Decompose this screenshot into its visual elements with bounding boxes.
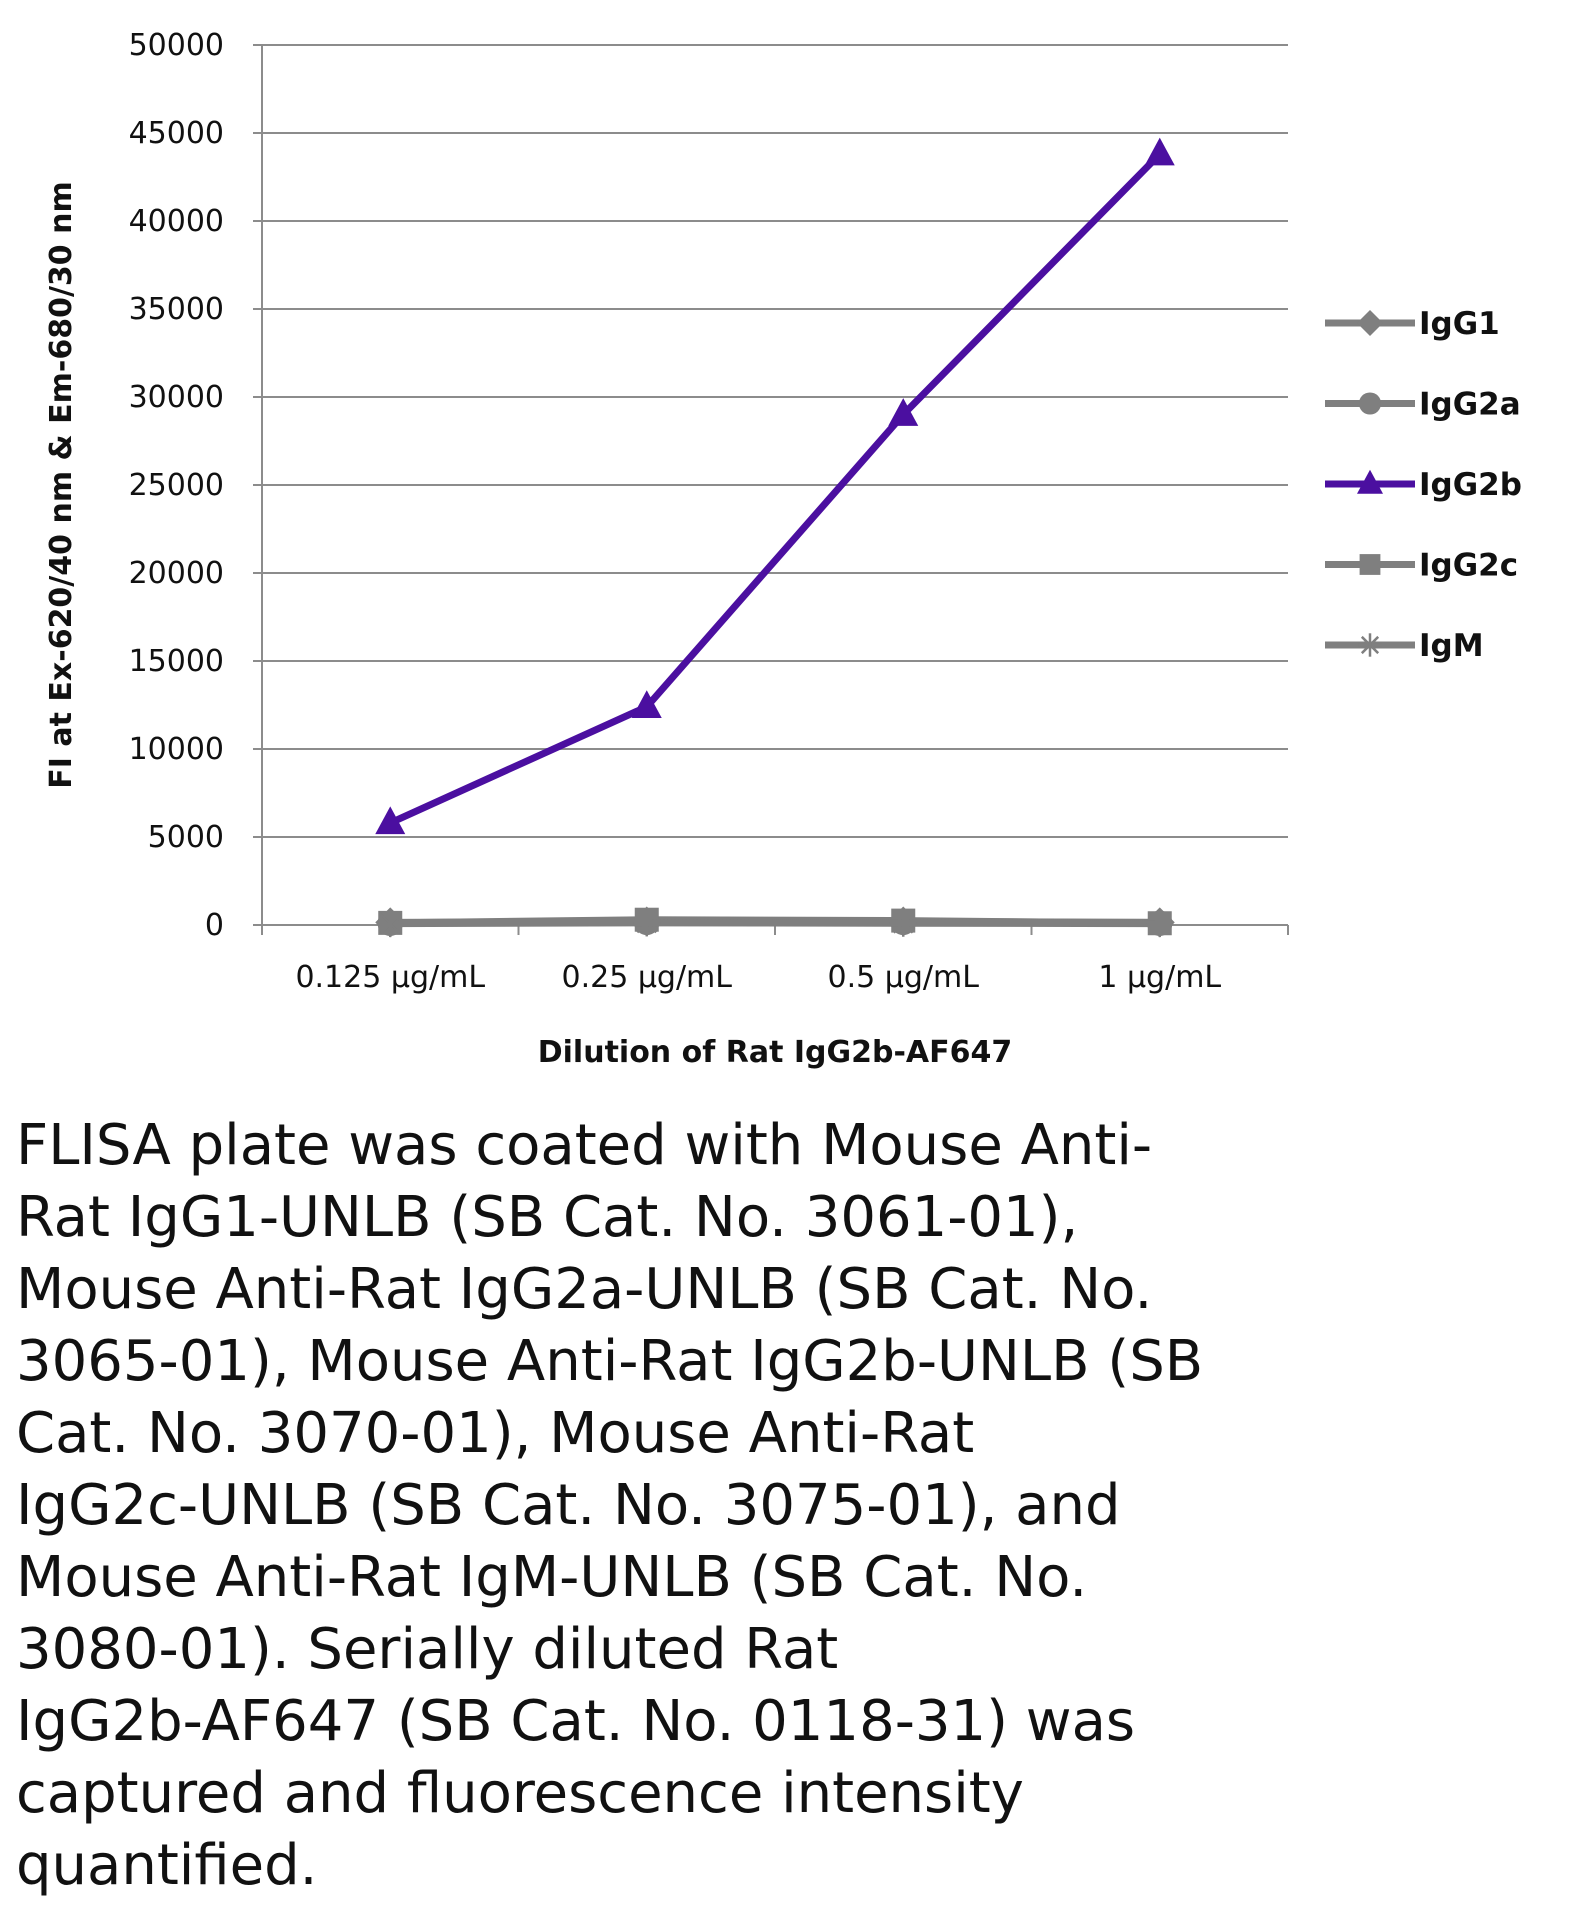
legend-item-igg2c: IgG2c (1325, 548, 1518, 584)
y-tick-label: 50000 (129, 28, 224, 63)
caption-line: Cat. No. 3070-01), Mouse Anti-Rat (16, 1401, 975, 1466)
legend-item-igg2a: IgG2a (1325, 387, 1521, 423)
data-point (888, 398, 919, 426)
data-series (375, 137, 1175, 938)
figure-caption: FLISA plate was coated with Mouse Anti- … (16, 1110, 1256, 1902)
y-tick-label: 5000 (148, 820, 224, 855)
data-point (1146, 910, 1174, 938)
legend-item-igg1: IgG1 (1325, 306, 1500, 342)
y-tick-label: 45000 (129, 116, 224, 151)
caption-line: captured and fluorescence intensity (16, 1761, 1024, 1826)
caption-line: Mouse Anti-Rat IgM-UNLB (SB Cat. No. (16, 1545, 1088, 1610)
legend-marker (1358, 633, 1382, 657)
legend-label: IgM (1419, 628, 1484, 664)
legend-label: IgG2c (1419, 548, 1518, 584)
legend-label: IgG2a (1419, 387, 1521, 423)
data-point (633, 909, 661, 937)
gridlines (262, 44, 1288, 838)
legend: IgG1 IgG2a IgG2b IgG2c IgM (1325, 306, 1522, 664)
caption-line: Mouse Anti-Rat IgG2a-UNLB (SB Cat. No. (16, 1257, 1153, 1322)
data-point (1144, 137, 1175, 166)
x-axis-title: Dilution of Rat IgG2b-AF647 (538, 1035, 1013, 1070)
y-tick-label: 15000 (129, 644, 224, 679)
caption-line: IgG2b-AF647 (SB Cat. No. 0118-31) was (16, 1689, 1136, 1754)
y-tick-label: 20000 (129, 556, 224, 591)
legend-label: IgG2b (1419, 467, 1522, 503)
y-tick-label: 0 (205, 908, 224, 943)
legend-item-igm: IgM (1325, 628, 1484, 664)
caption-line: Rat IgG1-UNLB (SB Cat. No. 3061-01), (16, 1185, 1079, 1250)
x-tick-labels: 0.125 µg/mL 0.25 µg/mL 0.5 µg/mL 1 µg/mL (295, 960, 1221, 995)
y-tick-label: 30000 (129, 380, 224, 415)
y-tick-label: 10000 (129, 732, 224, 767)
caption-line: quantified. (16, 1833, 318, 1898)
caption-line: 3065-01), Mouse Anti-Rat IgG2b-UNLB (SB (16, 1329, 1204, 1394)
caption-line: FLISA plate was coated with Mouse Anti- (16, 1113, 1153, 1178)
series-igm (376, 909, 1174, 938)
x-tick-label: 1 µg/mL (1098, 960, 1221, 995)
data-point (376, 910, 404, 938)
fluorescence-line-chart: 0 5000 10000 15000 20000 25000 30000 35000 40000… (44, 28, 1522, 1070)
data-point (375, 806, 406, 835)
x-tick-label: 0.25 µg/mL (561, 960, 732, 995)
legend-item-igg2b: IgG2b (1325, 467, 1522, 503)
y-tick-labels: 0 5000 10000 15000 20000 25000 30000 35000 40000… (129, 28, 224, 943)
series-line (388, 151, 1163, 827)
data-point (631, 690, 662, 719)
y-tick-label: 35000 (129, 292, 224, 327)
data-point (889, 909, 917, 937)
legend-marker (1357, 469, 1383, 494)
y-axis-title: FI at Ex-620/40 nm & Em-680/30 nm (44, 181, 79, 788)
caption-line: 3080-01). Serially diluted Rat (16, 1617, 839, 1682)
caption-line: IgG2c-UNLB (SB Cat. No. 3075-01), and (16, 1473, 1121, 1538)
y-tick-label: 40000 (129, 204, 224, 239)
legend-label: IgG1 (1419, 306, 1500, 342)
legend-marker (1357, 310, 1383, 336)
legend-marker (1359, 554, 1381, 575)
series-igg2b (375, 137, 1175, 835)
y-tick-label: 25000 (129, 468, 224, 503)
x-tick-label: 0.5 µg/mL (828, 960, 980, 995)
series-line (390, 919, 1160, 928)
x-tick-label: 0.125 µg/mL (295, 960, 485, 995)
legend-marker (1358, 392, 1382, 415)
